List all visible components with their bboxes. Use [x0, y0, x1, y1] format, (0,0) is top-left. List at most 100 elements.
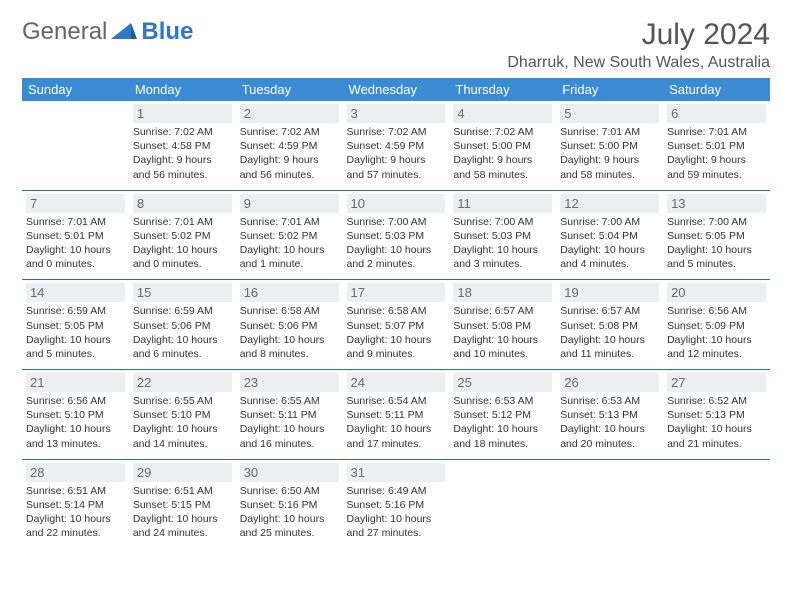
day-details: Sunrise: 7:01 AMSunset: 5:02 PMDaylight:…	[240, 215, 339, 272]
day-number: 24	[347, 373, 446, 392]
day-number: 6	[667, 104, 766, 123]
day-number: 13	[667, 194, 766, 213]
day-number: 21	[26, 373, 125, 392]
calendar-day-cell: 25 Sunrise: 6:53 AMSunset: 5:12 PMDayligh…	[449, 370, 556, 460]
day-details: Sunrise: 6:59 AMSunset: 5:05 PMDaylight:…	[26, 304, 125, 361]
calendar-day-cell: 18Sunrise: 6:57 AMSunset: 5:08 PMDayligh…	[449, 280, 556, 370]
day-details: Sunrise: 6:56 AMSunset: 5:10 PMDaylight:…	[26, 394, 125, 451]
calendar-week-row: 21 Sunrise: 6:56 AMSunset: 5:10 PMDayligh…	[22, 370, 770, 460]
day-details: Sunrise: 6:58 AMSunset: 5:07 PMDaylight:…	[347, 304, 446, 361]
month-title: July 2024	[507, 18, 770, 52]
calendar-day-cell	[556, 459, 663, 548]
day-details: Sunrise: 6:52 AMSunset: 5:13 PMDaylight:…	[667, 394, 766, 451]
calendar-day-cell: 22 Sunrise: 6:55 AMSunset: 5:10 PMDayligh…	[129, 370, 236, 460]
calendar-body: 1 Sunrise: 7:02 AMSunset: 4:58 PMDaylight…	[22, 101, 770, 548]
day-number: 11	[453, 194, 552, 213]
day-details: Sunrise: 6:53 AMSunset: 5:12 PMDaylight:…	[453, 394, 552, 451]
day-details: Sunrise: 6:59 AMSunset: 5:06 PMDaylight:…	[133, 304, 232, 361]
day-details: Sunrise: 7:00 AMSunset: 5:05 PMDaylight:…	[667, 215, 766, 272]
day-number: 7	[26, 194, 125, 213]
day-details: Sunrise: 6:57 AMSunset: 5:08 PMDaylight:…	[560, 304, 659, 361]
day-details: Sunrise: 6:55 AMSunset: 5:10 PMDaylight:…	[133, 394, 232, 451]
day-number: 29	[133, 463, 232, 482]
weekday-header: Monday	[129, 78, 236, 101]
calendar-day-cell: 2Sunrise: 7:02 AMSunset: 4:59 PMDaylight…	[236, 101, 343, 190]
day-number: 26	[560, 373, 659, 392]
day-number: 12	[560, 194, 659, 213]
day-number: 9	[240, 194, 339, 213]
calendar-day-cell: 23 Sunrise: 6:55 AMSunset: 5:11 PMDayligh…	[236, 370, 343, 460]
calendar-day-cell: 19 Sunrise: 6:57 AMSunset: 5:08 PMDayligh…	[556, 280, 663, 370]
calendar-day-cell: 17 Sunrise: 6:58 AMSunset: 5:07 PMDayligh…	[343, 280, 450, 370]
calendar-day-cell: 8 Sunrise: 7:01 AMSunset: 5:02 PMDaylight…	[129, 190, 236, 280]
brand-logo: General Blue	[22, 18, 193, 46]
weekday-header: Wednesday	[343, 78, 450, 101]
calendar-week-row: 28 Sunrise: 6:51 AMSunset: 5:14 PMDayligh…	[22, 459, 770, 548]
calendar-table: Sunday Monday Tuesday Wednesday Thursday…	[22, 78, 770, 548]
day-number: 20	[667, 283, 766, 302]
weekday-header-row: Sunday Monday Tuesday Wednesday Thursday…	[22, 78, 770, 101]
day-details: Sunrise: 7:00 AMSunset: 5:03 PMDaylight:…	[347, 215, 446, 272]
day-details: Sunrise: 6:56 AMSunset: 5:09 PMDaylight:…	[667, 304, 766, 361]
day-details: Sunrise: 6:51 AMSunset: 5:15 PMDaylight:…	[133, 484, 232, 541]
calendar-day-cell	[449, 459, 556, 548]
calendar-day-cell: 24 Sunrise: 6:54 AMSunset: 5:11 PMDayligh…	[343, 370, 450, 460]
calendar-day-cell: 21 Sunrise: 6:56 AMSunset: 5:10 PMDayligh…	[22, 370, 129, 460]
calendar-day-cell: 30 Sunrise: 6:50 AMSunset: 5:16 PMDayligh…	[236, 459, 343, 548]
day-details: Sunrise: 6:54 AMSunset: 5:11 PMDaylight:…	[347, 394, 446, 451]
day-details: Sunrise: 7:02 AMSunset: 4:58 PMDaylight:…	[133, 125, 232, 182]
day-details: Sunrise: 6:58 AMSunset: 5:06 PMDaylight:…	[240, 304, 339, 361]
calendar-day-cell: 10 Sunrise: 7:00 AMSunset: 5:03 PMDayligh…	[343, 190, 450, 280]
day-number: 31	[347, 463, 446, 482]
day-details: Sunrise: 7:00 AMSunset: 5:04 PMDaylight:…	[560, 215, 659, 272]
weekday-header: Tuesday	[236, 78, 343, 101]
calendar-day-cell	[22, 101, 129, 190]
calendar-day-cell: 12 Sunrise: 7:00 AMSunset: 5:04 PMDayligh…	[556, 190, 663, 280]
day-number: 19	[560, 283, 659, 302]
calendar-day-cell	[663, 459, 770, 548]
day-number: 16	[240, 283, 339, 302]
calendar-day-cell: 3Sunrise: 7:02 AMSunset: 4:59 PMDaylight…	[343, 101, 450, 190]
day-details: Sunrise: 6:55 AMSunset: 5:11 PMDaylight:…	[240, 394, 339, 451]
day-details: Sunrise: 6:50 AMSunset: 5:16 PMDaylight:…	[240, 484, 339, 541]
calendar-week-row: 14Sunrise: 6:59 AMSunset: 5:05 PMDayligh…	[22, 280, 770, 370]
day-details: Sunrise: 7:02 AMSunset: 4:59 PMDaylight:…	[240, 125, 339, 182]
day-details: Sunrise: 6:53 AMSunset: 5:13 PMDaylight:…	[560, 394, 659, 451]
header: General Blue July 2024 Dharruk, New Sout…	[22, 18, 770, 72]
day-number: 18	[453, 283, 552, 302]
day-details: Sunrise: 7:01 AMSunset: 5:01 PMDaylight:…	[26, 215, 125, 272]
day-details: Sunrise: 7:00 AMSunset: 5:03 PMDaylight:…	[453, 215, 552, 272]
weekday-header: Friday	[556, 78, 663, 101]
calendar-day-cell: 14Sunrise: 6:59 AMSunset: 5:05 PMDayligh…	[22, 280, 129, 370]
day-number: 28	[26, 463, 125, 482]
calendar-day-cell: 5Sunrise: 7:01 AMSunset: 5:00 PMDaylight…	[556, 101, 663, 190]
day-number: 27	[667, 373, 766, 392]
day-number: 1	[133, 104, 232, 123]
day-number: 4	[453, 104, 552, 123]
day-number: 5	[560, 104, 659, 123]
day-number: 17	[347, 283, 446, 302]
calendar-week-row: 7 Sunrise: 7:01 AMSunset: 5:01 PMDaylight…	[22, 190, 770, 280]
day-details: Sunrise: 6:51 AMSunset: 5:14 PMDaylight:…	[26, 484, 125, 541]
day-number: 10	[347, 194, 446, 213]
day-number: 8	[133, 194, 232, 213]
day-number: 23	[240, 373, 339, 392]
calendar-day-cell: 4 Sunrise: 7:02 AMSunset: 5:00 PMDaylight…	[449, 101, 556, 190]
calendar-day-cell: 29 Sunrise: 6:51 AMSunset: 5:15 PMDayligh…	[129, 459, 236, 548]
logo-triangle-icon	[111, 18, 137, 46]
calendar-day-cell: 15Sunrise: 6:59 AMSunset: 5:06 PMDayligh…	[129, 280, 236, 370]
calendar-day-cell: 9 Sunrise: 7:01 AMSunset: 5:02 PMDaylight…	[236, 190, 343, 280]
weekday-header: Thursday	[449, 78, 556, 101]
calendar-day-cell: 16 Sunrise: 6:58 AMSunset: 5:06 PMDayligh…	[236, 280, 343, 370]
calendar-day-cell: 13 Sunrise: 7:00 AMSunset: 5:05 PMDayligh…	[663, 190, 770, 280]
calendar-day-cell: 26 Sunrise: 6:53 AMSunset: 5:13 PMDayligh…	[556, 370, 663, 460]
day-number: 25	[453, 373, 552, 392]
weekday-header: Saturday	[663, 78, 770, 101]
day-details: Sunrise: 7:01 AMSunset: 5:01 PMDaylight:…	[667, 125, 766, 182]
day-details: Sunrise: 7:02 AMSunset: 5:00 PMDaylight:…	[453, 125, 552, 182]
calendar-day-cell: 11 Sunrise: 7:00 AMSunset: 5:03 PMDayligh…	[449, 190, 556, 280]
calendar-day-cell: 20 Sunrise: 6:56 AMSunset: 5:09 PMDayligh…	[663, 280, 770, 370]
day-number: 30	[240, 463, 339, 482]
day-number: 22	[133, 373, 232, 392]
day-details: Sunrise: 7:01 AMSunset: 5:02 PMDaylight:…	[133, 215, 232, 272]
